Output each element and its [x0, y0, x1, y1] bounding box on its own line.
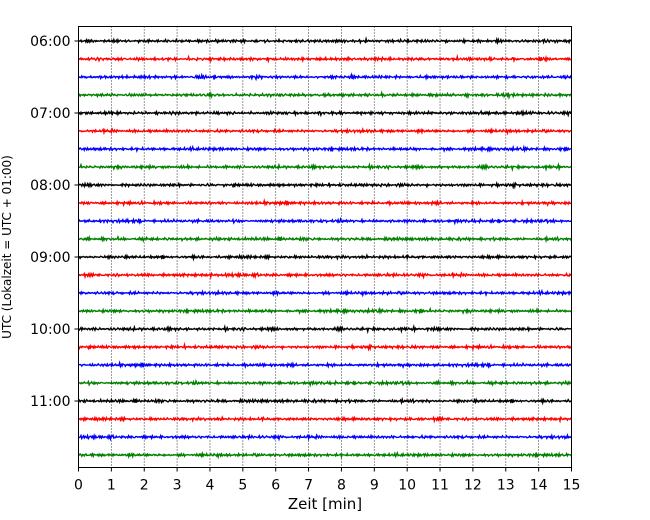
y-tick-label: 11:00: [30, 394, 70, 410]
x-tick-label: 6: [271, 478, 280, 494]
y-tick-label: 10:00: [30, 322, 70, 338]
trace-line: [78, 288, 573, 298]
trace-line: [78, 271, 572, 280]
trace-line: [78, 161, 572, 173]
trace-line: [78, 415, 573, 424]
trace-line: [78, 253, 572, 262]
x-tick-label: 11: [431, 478, 449, 494]
trace-line: [78, 72, 573, 82]
trace-line: [78, 90, 572, 101]
plot-frame: [78, 26, 572, 468]
x-tick-label: 8: [337, 478, 346, 494]
x-tick-label: 5: [238, 478, 247, 494]
traces: [77, 36, 573, 460]
trace-line: [78, 234, 573, 244]
x-tick-label: 0: [74, 478, 83, 494]
trace-line: [77, 341, 573, 352]
x-tick-label: 3: [173, 478, 182, 494]
x-tick-label: 13: [497, 478, 515, 494]
trace-line: [78, 450, 573, 460]
trace-line: [78, 378, 572, 388]
x-tick-label: 4: [206, 478, 215, 494]
trace-line: [78, 127, 572, 136]
y-tick-label: 09:00: [30, 250, 70, 266]
y-tick-label: 08:00: [30, 178, 70, 194]
x-tick-label: 1: [107, 478, 116, 494]
trace-line: [77, 180, 572, 190]
y-tick-label: 06:00: [30, 34, 70, 50]
trace-line: [78, 109, 572, 118]
trace-line: [78, 36, 573, 46]
x-tick-label: 2: [140, 478, 149, 494]
y-axis-label: UTC (Lokalzeit = UTC + 01:00): [0, 155, 14, 339]
x-axis-ticks: 0 1 2 3 4 5 6 7 8 9 10 11 12 13 14 15: [74, 467, 581, 494]
trace-line: [77, 396, 572, 406]
trace-line: [77, 216, 573, 226]
x-tick-label: 7: [304, 478, 313, 494]
x-tick-label: 14: [530, 478, 548, 494]
trace-line: [78, 144, 572, 153]
trace-line: [77, 323, 572, 335]
x-tick-label: 10: [398, 478, 416, 494]
trace-line: [77, 53, 573, 64]
trace-line: [77, 306, 572, 315]
x-axis-label: Zeit [min]: [288, 495, 362, 513]
y-axis-ticks: 06:00 07:00 08:00 09:00 10:00 11:00: [30, 34, 79, 410]
x-tick-label: 12: [464, 478, 482, 494]
trace-line: [78, 198, 573, 208]
trace-line: [78, 360, 573, 370]
y-tick-label: 07:00: [30, 106, 70, 122]
trace-line: [78, 433, 573, 442]
x-tick-label: 9: [370, 478, 379, 494]
x-tick-label: 15: [563, 478, 581, 494]
